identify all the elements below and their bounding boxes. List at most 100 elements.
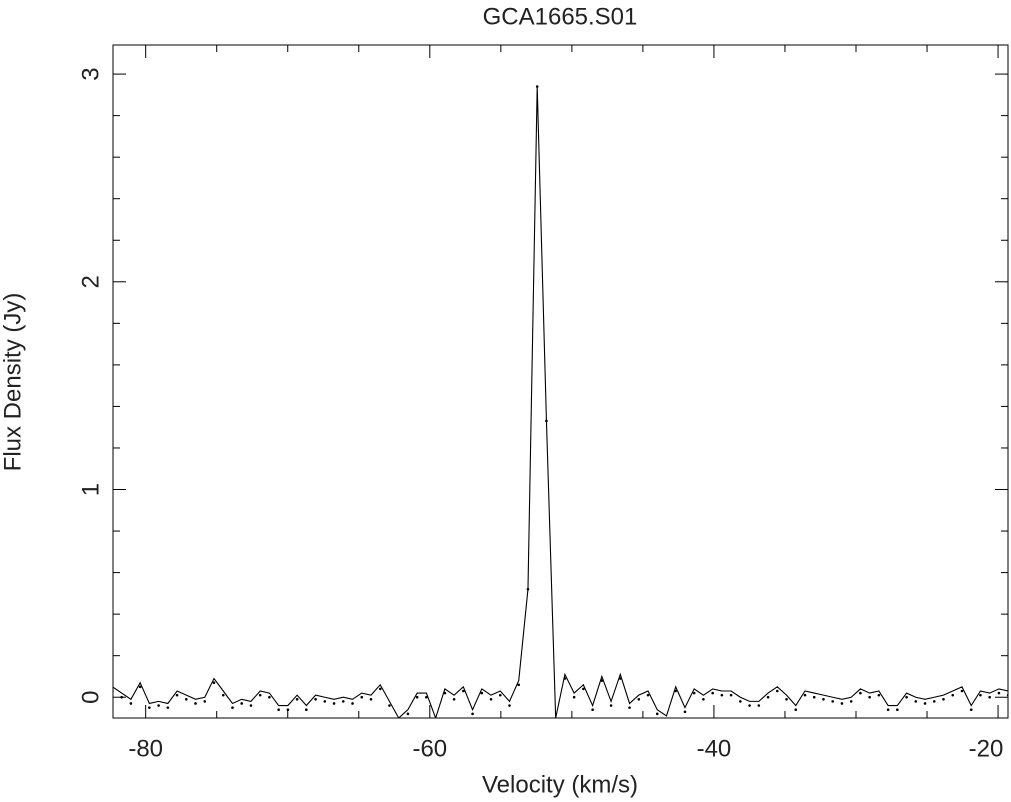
data-point	[748, 704, 751, 707]
data-point	[434, 721, 437, 724]
data-point	[258, 693, 262, 697]
data-point	[175, 693, 179, 697]
data-point	[157, 704, 160, 707]
data-point	[582, 687, 585, 691]
data-point	[535, 85, 539, 88]
data-point	[138, 685, 142, 689]
y-tick-label: 1	[77, 483, 104, 496]
data-point	[868, 695, 871, 699]
x-tick-label: -20	[969, 735, 1004, 762]
data-point	[113, 689, 114, 693]
data-point	[517, 683, 521, 687]
data-point	[508, 704, 511, 707]
data-point	[305, 708, 308, 711]
data-point	[683, 710, 687, 714]
data-point	[341, 700, 345, 703]
data-point	[692, 691, 696, 695]
data-point	[766, 695, 770, 699]
data-point	[785, 698, 788, 701]
data-point	[231, 706, 234, 709]
y-tick-label: 0	[77, 691, 104, 704]
data-point	[877, 693, 881, 697]
data-point	[831, 700, 834, 703]
data-point	[498, 693, 502, 697]
data-point	[923, 702, 927, 705]
data-point	[914, 700, 918, 703]
x-tick-label: -80	[128, 735, 163, 762]
data-point	[969, 708, 973, 711]
plot-area	[113, 85, 1008, 724]
data-point	[545, 419, 548, 423]
data-point	[739, 700, 742, 703]
data-point	[1006, 693, 1008, 697]
data-point	[268, 695, 271, 699]
data-point	[378, 687, 382, 691]
data-point	[203, 700, 207, 703]
data-point	[609, 704, 613, 707]
data-point	[812, 695, 816, 699]
data-point	[452, 698, 456, 701]
data-point	[702, 698, 705, 701]
data-point	[129, 702, 133, 705]
data-point	[896, 708, 899, 711]
data-point	[443, 691, 447, 695]
data-point	[351, 702, 354, 705]
data-point	[554, 721, 557, 724]
data-point	[415, 695, 419, 699]
data-point	[674, 689, 678, 693]
data-point	[619, 677, 622, 680]
data-point	[646, 693, 650, 697]
data-point	[286, 708, 290, 711]
data-point	[185, 698, 188, 701]
data-point	[849, 700, 853, 703]
x-axis-label: Velocity (km/s)	[482, 771, 638, 798]
data-point	[194, 702, 197, 705]
plot-frame	[112, 44, 1009, 719]
data-point	[979, 693, 982, 697]
data-point	[314, 698, 317, 701]
y-axis-label: Flux Density (Jy)	[0, 293, 26, 472]
data-point	[369, 698, 373, 701]
data-point	[323, 700, 327, 703]
data-point	[406, 712, 410, 716]
data-point	[388, 704, 391, 707]
data-point	[295, 698, 299, 701]
data-point	[655, 712, 659, 716]
y-tick-label: 2	[77, 275, 104, 288]
data-point	[822, 698, 825, 701]
data-point	[212, 681, 216, 684]
data-point	[572, 695, 576, 699]
data-point	[905, 695, 908, 699]
data-point	[757, 704, 761, 707]
data-point	[397, 721, 400, 724]
data-point	[637, 698, 641, 701]
data-point	[942, 698, 945, 701]
data-point	[240, 702, 244, 705]
data-point	[526, 587, 530, 591]
data-point	[720, 693, 724, 697]
x-tick-label: -60	[412, 735, 447, 762]
data-point	[425, 695, 428, 699]
data-point	[997, 691, 1001, 695]
data-point	[711, 691, 714, 695]
chart-title: GCA1665.S01	[483, 3, 638, 30]
data-point	[563, 677, 567, 680]
y-tick-label: 3	[77, 67, 104, 80]
data-point	[988, 695, 991, 699]
data-point	[221, 693, 225, 697]
data-point	[775, 689, 779, 693]
data-point	[932, 700, 936, 703]
x-tick-label: -40	[697, 735, 732, 762]
data-point	[277, 708, 280, 711]
data-point	[480, 691, 484, 695]
spectrum-line	[113, 86, 1008, 718]
data-point	[840, 702, 844, 705]
data-point	[628, 706, 631, 709]
data-point	[332, 702, 336, 705]
data-point	[794, 708, 798, 711]
data-point	[859, 691, 862, 695]
data-point	[591, 708, 594, 711]
data-point	[360, 695, 364, 699]
data-point	[951, 693, 955, 697]
